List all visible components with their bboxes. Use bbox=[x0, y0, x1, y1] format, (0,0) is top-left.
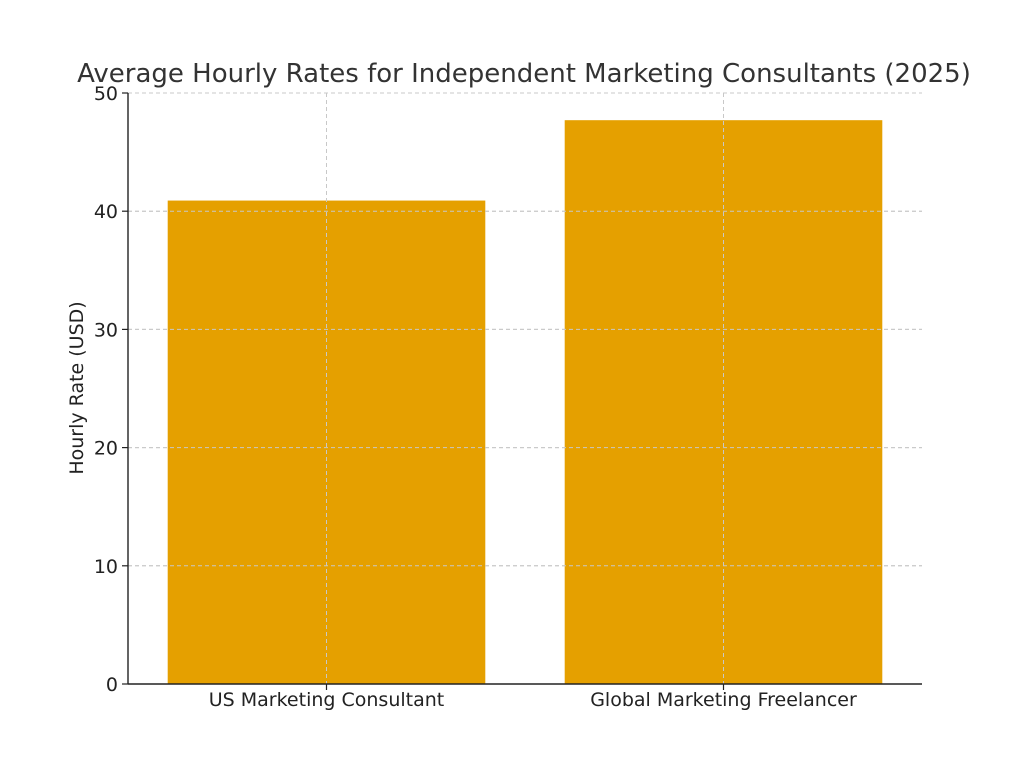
chart-title: Average Hourly Rates for Independent Mar… bbox=[77, 59, 971, 89]
y-tick-label: 20 bbox=[94, 438, 118, 460]
y-tick-label: 30 bbox=[94, 319, 118, 341]
x-axis-ticks: US Marketing Consultant Global Marketing … bbox=[209, 684, 857, 711]
axes bbox=[127, 93, 922, 685]
x-tick-label: Global Marketing Freelancer bbox=[590, 689, 857, 711]
y-tick-label: 50 bbox=[94, 83, 118, 105]
bars bbox=[128, 92, 922, 685]
y-tick-label: 0 bbox=[106, 674, 118, 696]
y-axis-ticks: 0 10 20 30 40 50 bbox=[94, 83, 128, 696]
y-tick-label: 40 bbox=[94, 201, 118, 223]
y-tick-label: 10 bbox=[94, 556, 118, 578]
y-axis-label: Hourly Rate (USD) bbox=[66, 301, 88, 474]
x-tick-label: US Marketing Consultant bbox=[209, 689, 444, 711]
bar-1 bbox=[167, 200, 486, 684]
